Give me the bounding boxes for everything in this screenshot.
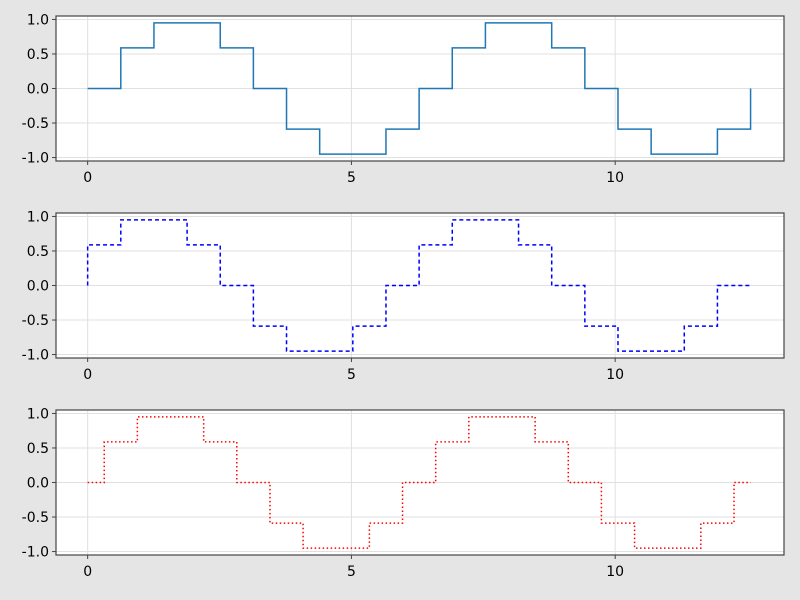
chart-panel-2: 0 5 10 1.0 0.5 0.0 -0.5 -1.0 <box>22 209 785 383</box>
x-tick-label: 10 <box>606 564 624 580</box>
chart-panel-3: 0 5 10 1.0 0.5 0.0 -0.5 -1.0 <box>22 406 785 580</box>
y-tick-label: -1.0 <box>22 545 49 561</box>
y-tick-label: -1.0 <box>22 151 49 167</box>
y-tick-label: 0.0 <box>27 476 49 492</box>
y-tick-label: 0.0 <box>27 279 49 295</box>
x-tick-label: 10 <box>606 367 624 383</box>
x-tick-label: 5 <box>347 170 356 186</box>
x-tick-label: 5 <box>347 564 356 580</box>
y-tick-label: 0.5 <box>27 244 49 260</box>
y-tick-label: -1.0 <box>22 348 49 364</box>
y-tick-label: 0.5 <box>27 441 49 457</box>
y-tick-label: 0.5 <box>27 47 49 63</box>
x-tick-label: 0 <box>83 564 92 580</box>
x-tick-label: 5 <box>347 367 356 383</box>
series-line <box>87 22 752 155</box>
y-tick-label: 0.0 <box>27 82 49 98</box>
y-tick-label: -0.5 <box>22 510 49 526</box>
y-tick-label: -0.5 <box>22 313 49 329</box>
series-line <box>86 219 751 352</box>
x-tick-label: 0 <box>83 170 92 186</box>
y-tick-label: 1.0 <box>27 12 49 28</box>
y-tick-label: 1.0 <box>27 209 49 225</box>
x-tick-label: 10 <box>606 170 624 186</box>
y-tick-label: -0.5 <box>22 116 49 132</box>
x-tick-label: 0 <box>83 367 92 383</box>
y-tick-label: 1.0 <box>27 406 49 422</box>
chart-panel-1: 0 5 10 1.0 0.5 0.0 -0.5 -1.0 <box>22 12 785 186</box>
